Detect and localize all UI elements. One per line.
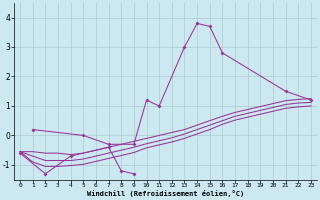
X-axis label: Windchill (Refroidissement éolien,°C): Windchill (Refroidissement éolien,°C) xyxy=(87,190,244,197)
